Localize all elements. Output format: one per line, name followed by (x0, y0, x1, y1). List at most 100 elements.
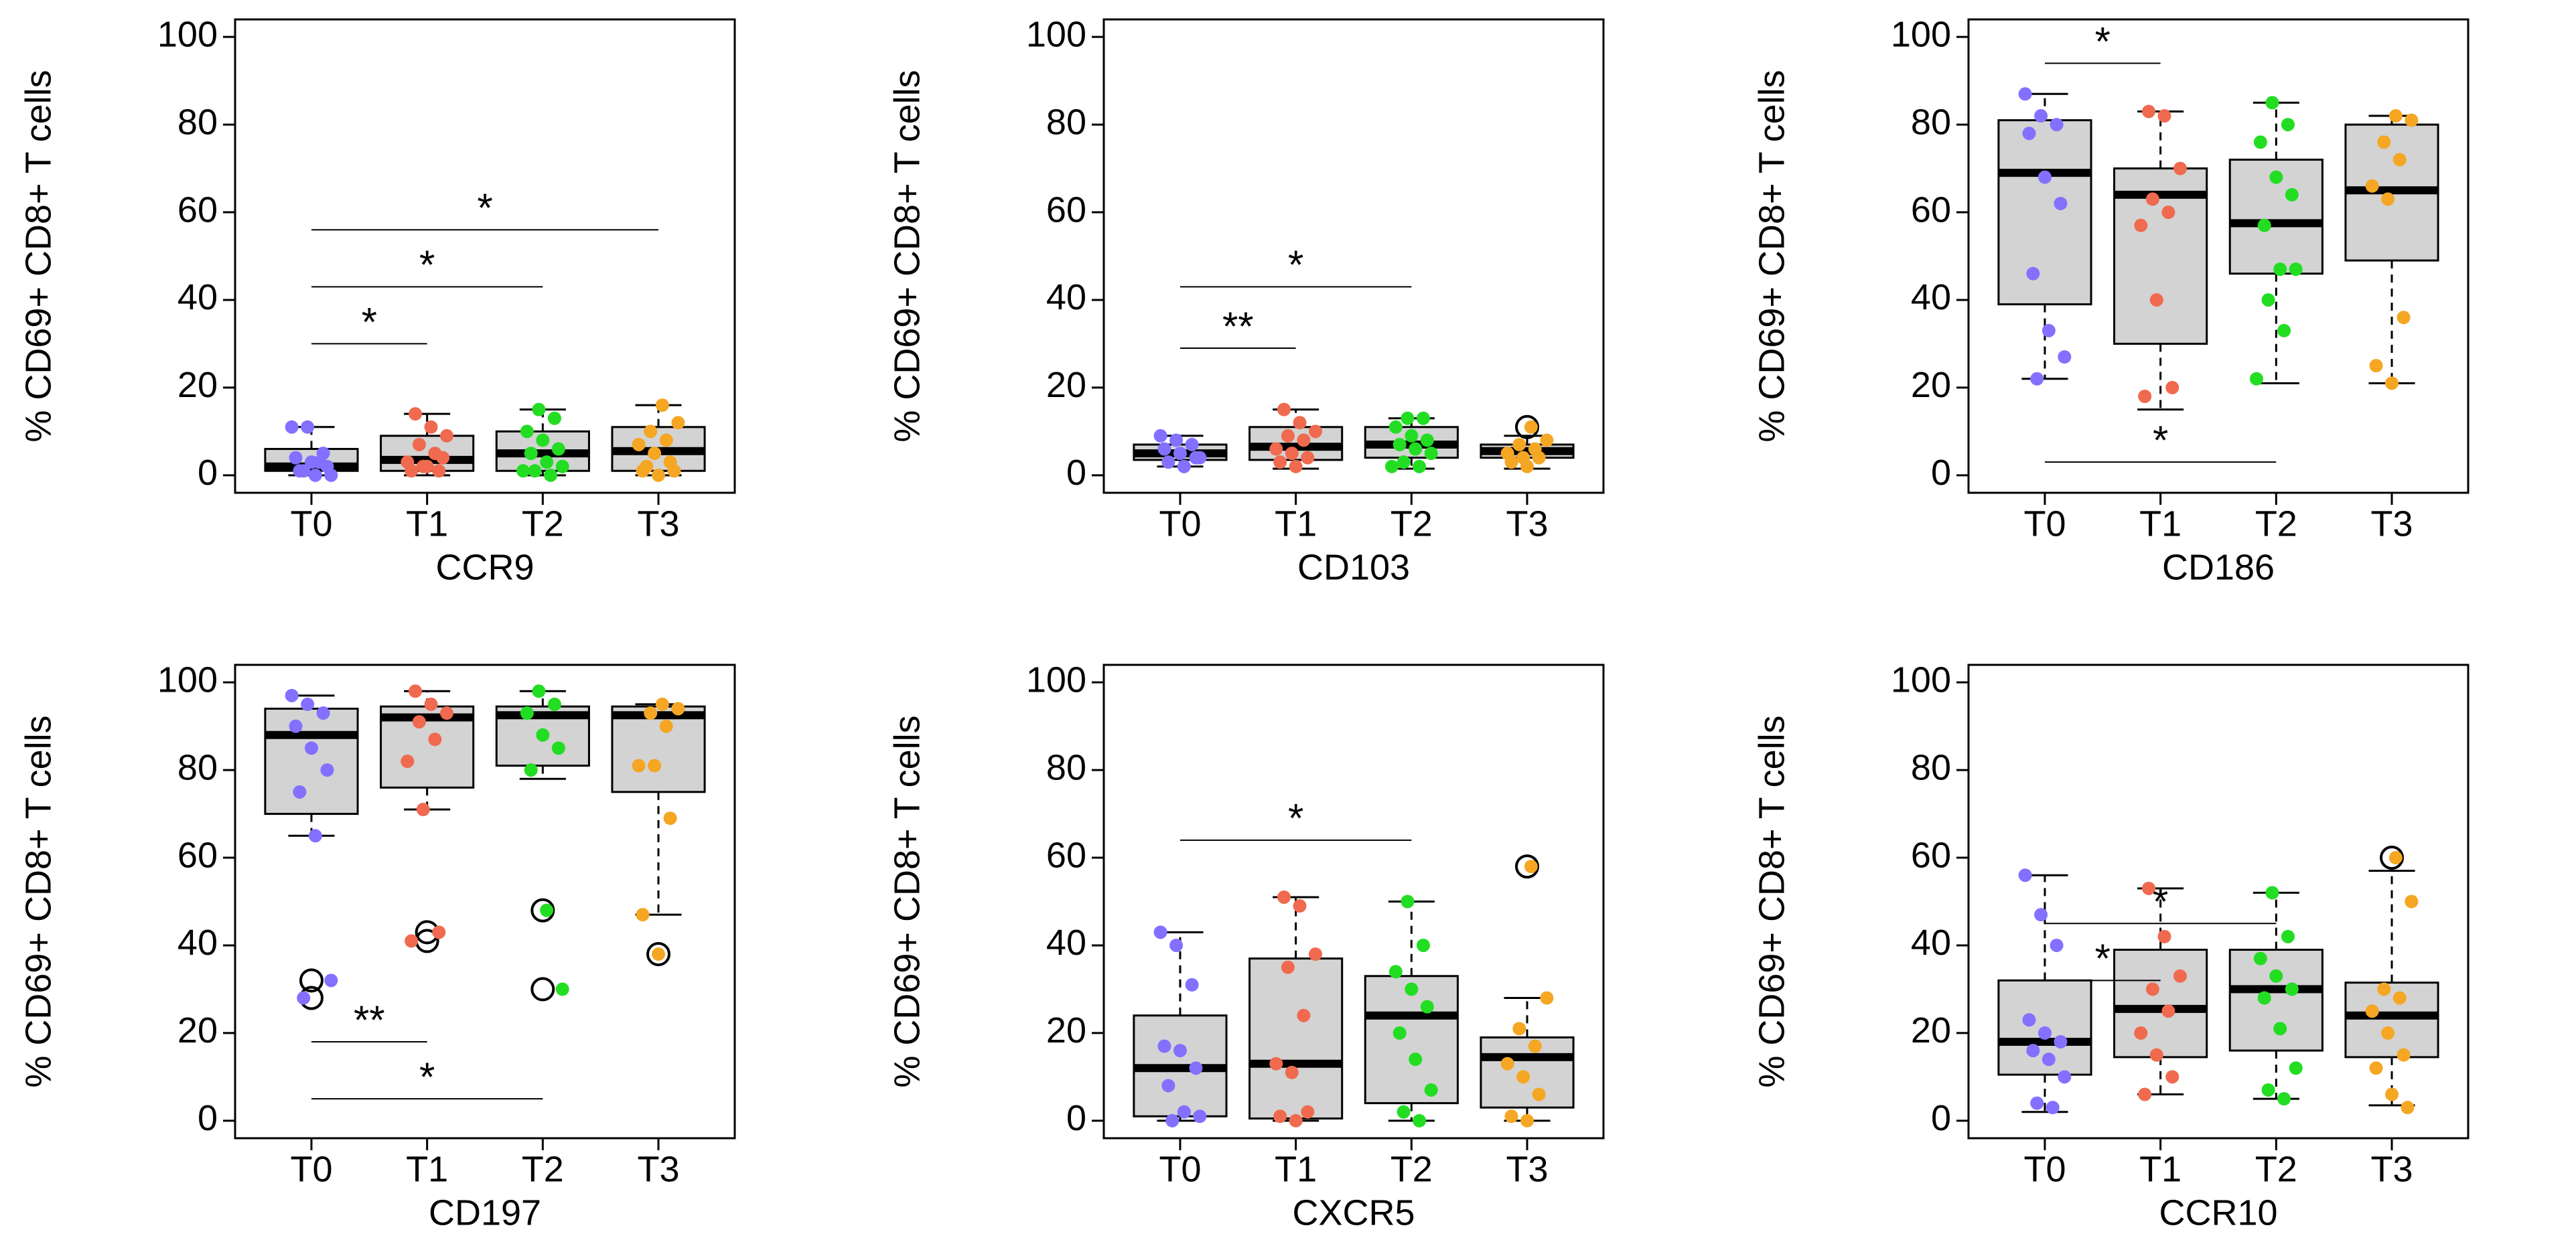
point (424, 697, 438, 711)
point (524, 763, 538, 777)
point (2034, 908, 2048, 922)
plot-frame (1967, 18, 2470, 494)
y-tick-label: 20 (177, 1010, 218, 1051)
y-tick-label: 100 (1891, 659, 1951, 700)
point (2142, 104, 2156, 119)
point (644, 424, 658, 439)
point (1532, 451, 1546, 465)
point (2161, 206, 2175, 220)
point (2265, 96, 2279, 110)
x-axis-label: CD103 (1297, 547, 1410, 587)
point (2369, 359, 2383, 373)
point (1388, 965, 1403, 979)
outlier (299, 968, 324, 993)
point (409, 684, 423, 698)
point (2157, 929, 2171, 943)
point (2018, 87, 2032, 101)
point (1540, 991, 1554, 1005)
point (1420, 1000, 1434, 1014)
point (1401, 411, 1415, 425)
point (1193, 451, 1207, 465)
y-tick-label: 40 (1911, 923, 1951, 963)
point (1405, 982, 1419, 996)
y-tick-label: 100 (1891, 14, 1951, 54)
point (659, 433, 673, 447)
x-tick-label: T2 (2255, 1149, 2297, 1189)
outlier (1515, 414, 1540, 439)
point (2273, 262, 2287, 277)
point (316, 706, 330, 720)
point (2365, 179, 2379, 193)
point (1384, 459, 1399, 473)
point (2257, 218, 2271, 232)
y-tick-label: 80 (177, 747, 218, 787)
y-tick-label: 40 (1911, 277, 1951, 317)
x-tick-label: T0 (1159, 1149, 1201, 1189)
point (1409, 1053, 1423, 1067)
point (1392, 437, 1407, 451)
point (308, 468, 322, 482)
x-tick-label: T2 (2255, 503, 2297, 544)
point (1392, 1026, 1407, 1040)
point (1301, 451, 1315, 465)
point (516, 464, 530, 478)
point (304, 741, 318, 755)
y-tick-label: 40 (177, 277, 218, 317)
significance-label: * (419, 242, 435, 287)
significance-label: * (1288, 796, 1303, 841)
point (2369, 1061, 2383, 1075)
point (1504, 1109, 1518, 1123)
point (301, 697, 315, 711)
point (648, 759, 662, 773)
box (2344, 982, 2439, 1059)
point (1157, 1039, 1171, 1053)
point (524, 447, 538, 461)
point (520, 706, 534, 720)
point (1161, 1079, 1175, 1093)
point (1285, 1065, 1299, 1079)
point (2365, 1004, 2379, 1018)
box (2228, 949, 2323, 1052)
panel: 0 20 40 60 80 100 % CD69+ CD8+ T cells CCR9 T0 T1… (18, 14, 736, 587)
panel: 0 20 40 60 80 100 % CD69+ CD8+ T cells CD103 T0 T… (887, 14, 1605, 587)
outlier (2380, 846, 2405, 870)
point (555, 982, 569, 996)
point (2257, 991, 2271, 1005)
plot-frame (234, 664, 736, 1140)
point (436, 451, 450, 465)
x-tick-label: T0 (290, 1149, 332, 1189)
point (2396, 311, 2411, 325)
y-tick-label: 100 (1026, 14, 1086, 54)
point (2396, 1048, 2411, 1062)
point (1424, 1083, 1438, 1097)
point (2054, 1034, 2068, 1049)
point (440, 429, 454, 443)
y-tick-label: 80 (1046, 102, 1086, 142)
box (2113, 949, 2208, 1059)
x-tick-label: T3 (1506, 503, 1549, 544)
point (2157, 109, 2171, 123)
point (2388, 851, 2403, 865)
y-tick-label: 0 (1066, 453, 1086, 493)
point (2058, 1070, 2072, 1084)
point (1281, 429, 1295, 443)
point (2149, 293, 2163, 307)
point (663, 811, 677, 826)
y-tick-label: 100 (1026, 659, 1086, 700)
point (312, 455, 326, 469)
point (308, 829, 322, 843)
point (2034, 109, 2048, 123)
point (1416, 938, 1430, 952)
point (540, 903, 554, 917)
point (1500, 1057, 1514, 1071)
point (2173, 969, 2188, 983)
x-tick-label: T2 (1390, 1149, 1433, 1189)
point (2289, 1061, 2303, 1075)
y-tick-label: 60 (1046, 835, 1086, 875)
x-tick-label: T1 (406, 1149, 448, 1189)
x-tick-label: T1 (1275, 1149, 1317, 1189)
outlier (1515, 854, 1540, 879)
y-tick-label: 60 (177, 835, 218, 875)
y-tick-label: 80 (177, 102, 218, 142)
